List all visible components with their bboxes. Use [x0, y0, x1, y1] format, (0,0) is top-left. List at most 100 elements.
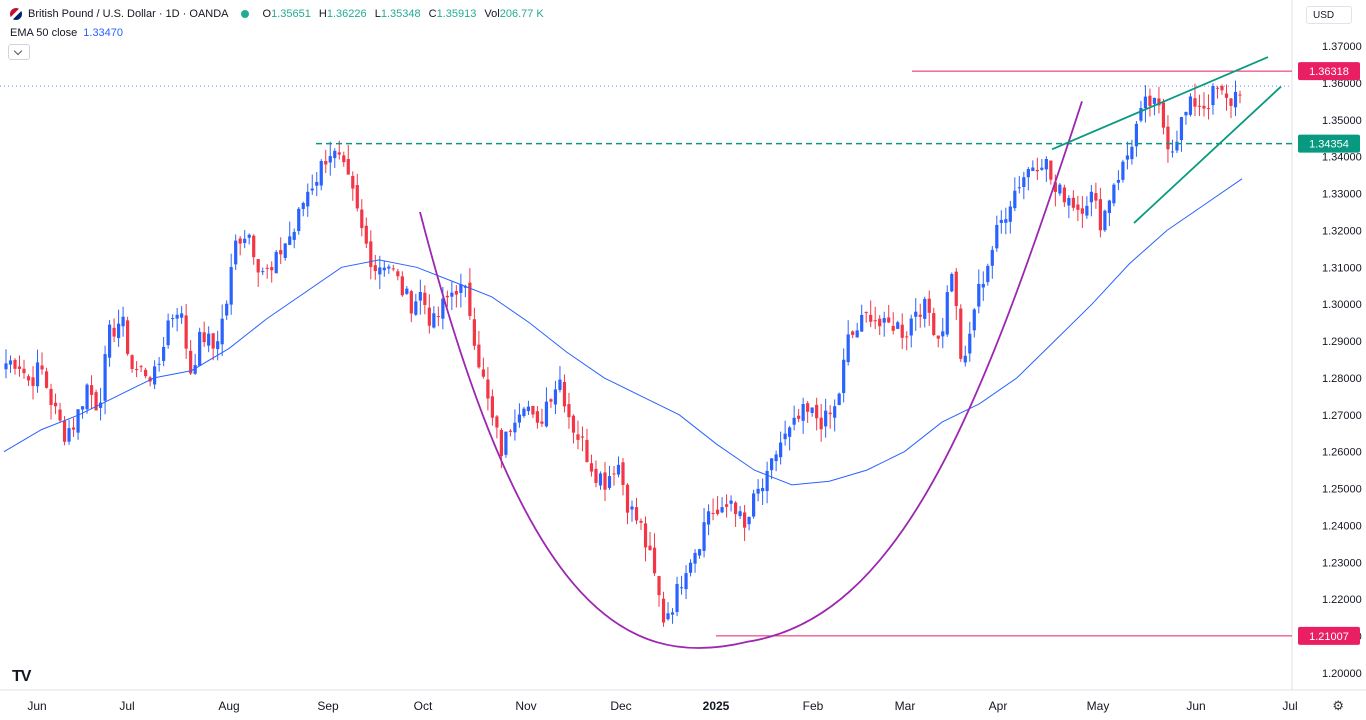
candle-body	[612, 473, 616, 475]
volume-value: 206.77 K	[499, 8, 544, 20]
candle-body	[1170, 151, 1175, 153]
ema-label: EMA 50 close	[10, 27, 78, 39]
candle-body	[697, 549, 702, 556]
candle-body	[522, 408, 526, 417]
candle-body	[639, 520, 643, 523]
candle-body	[670, 612, 675, 615]
y-tick-label: 1.34000	[1322, 152, 1362, 164]
candle-body	[882, 318, 886, 323]
candle-body	[238, 238, 242, 244]
candle-body	[130, 355, 134, 369]
cup-pattern-curve	[419, 101, 1083, 649]
ema-legend[interactable]: EMA 50 close 1.33470	[10, 27, 123, 39]
candle-body	[585, 439, 589, 463]
candle-body	[1229, 98, 1233, 106]
candle-body	[1175, 141, 1179, 151]
candle-body	[405, 288, 409, 294]
candle-body	[378, 267, 382, 275]
candle-body	[450, 292, 454, 297]
candle-body	[855, 330, 859, 338]
candle-body	[711, 512, 715, 514]
y-tick-label: 1.26000	[1322, 447, 1362, 459]
candle-body	[1238, 94, 1242, 96]
candle-body	[544, 401, 549, 427]
candle-body	[26, 376, 31, 381]
candle-body	[1188, 96, 1193, 115]
candle-body	[495, 416, 499, 428]
candle-body	[724, 504, 729, 507]
candle-body	[549, 399, 553, 402]
candle-body	[837, 393, 841, 406]
candle-body	[923, 298, 927, 319]
candle-body	[1152, 97, 1157, 104]
candle-body	[607, 476, 612, 488]
candle-body	[333, 150, 337, 159]
ohlc-high-key: H	[318, 8, 327, 20]
candle-body	[94, 392, 98, 411]
candle-body	[603, 472, 607, 490]
candle-body	[918, 314, 922, 317]
candle-body	[1206, 108, 1211, 110]
candle-body	[661, 598, 666, 623]
candle-body	[526, 406, 531, 412]
candle-body	[400, 276, 404, 296]
candle-body	[1044, 158, 1048, 170]
candle-body	[144, 369, 148, 377]
candle-body	[441, 298, 445, 319]
candle-body	[211, 333, 215, 349]
candle-body	[625, 484, 630, 513]
chart-header: British Pound / U.S. Dollar · 1D · OANDA…	[10, 8, 549, 20]
candle-body	[1080, 208, 1084, 214]
candle-body	[1134, 123, 1139, 147]
candle-body	[986, 265, 990, 283]
tradingview-logo-icon[interactable]: TV	[12, 668, 31, 685]
candle-body	[797, 415, 801, 419]
candle-body	[247, 234, 251, 238]
candle-body	[765, 470, 769, 491]
y-tick-label: 1.22000	[1322, 594, 1362, 606]
candle-body	[1089, 191, 1093, 203]
candle-body	[513, 422, 517, 433]
candle-body	[846, 334, 850, 363]
y-tick-label: 1.29000	[1322, 336, 1362, 348]
symbol-title[interactable]: British Pound / U.S. Dollar · 1D · OANDA	[28, 8, 229, 20]
candle-body	[621, 462, 625, 485]
candle-body	[1211, 86, 1215, 106]
candle-body	[675, 583, 679, 613]
candle-body	[207, 333, 211, 346]
candle-body	[999, 219, 1003, 223]
currency-selector[interactable]: USD	[1306, 6, 1352, 24]
y-tick-label: 1.20000	[1322, 668, 1362, 680]
candle-body	[783, 433, 787, 440]
candle-body	[666, 613, 670, 620]
candle-body	[468, 282, 472, 316]
legend-collapse-icon[interactable]	[8, 44, 30, 60]
candle-body	[1148, 95, 1152, 107]
candle-body	[819, 417, 823, 430]
candle-body	[472, 319, 476, 346]
candle-body	[166, 320, 170, 346]
ema-value: 1.33470	[83, 27, 124, 39]
candle-body	[436, 316, 440, 318]
candle-body	[761, 487, 765, 492]
ema50-line	[3, 178, 1243, 486]
gear-icon[interactable]: ⚙	[1332, 698, 1344, 713]
candle-body	[1215, 87, 1220, 89]
candle-body	[738, 511, 742, 517]
candle-body	[265, 267, 269, 269]
candle-body	[1161, 102, 1166, 128]
candle-body	[49, 388, 53, 406]
candle-body	[684, 573, 688, 590]
x-tick-label: Jun	[1186, 699, 1205, 713]
candle-body	[540, 421, 544, 424]
candle-body	[860, 314, 864, 332]
candle-body	[216, 341, 220, 350]
y-tick-label: 1.36000	[1322, 78, 1362, 90]
candle-body	[297, 208, 301, 232]
candle-body	[851, 331, 855, 335]
candle-body	[679, 587, 684, 589]
y-tick-label: 1.33000	[1322, 189, 1362, 201]
candle-body	[833, 406, 837, 418]
candle-body	[990, 249, 994, 266]
